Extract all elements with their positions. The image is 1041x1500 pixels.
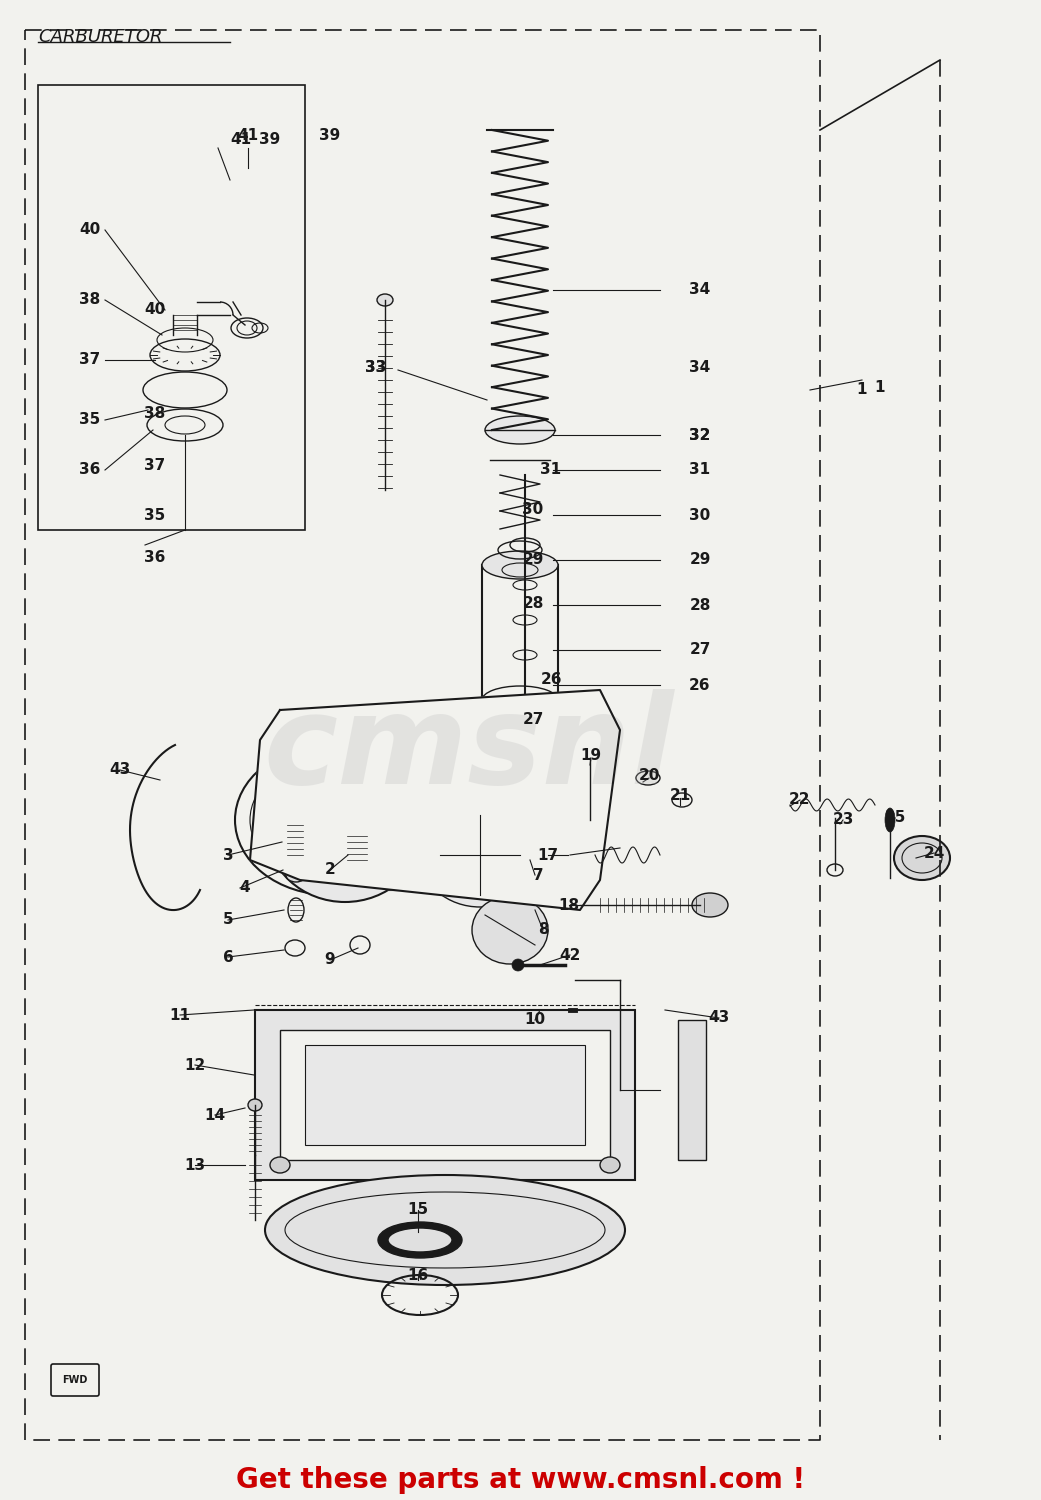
Text: 18: 18 (558, 897, 580, 912)
Ellipse shape (265, 1174, 625, 1286)
Ellipse shape (435, 818, 525, 892)
Text: 34: 34 (689, 282, 711, 297)
Text: 31: 31 (540, 462, 561, 477)
Ellipse shape (270, 1156, 290, 1173)
Text: cmsnl: cmsnl (263, 690, 674, 810)
Ellipse shape (600, 1156, 620, 1173)
Text: 27: 27 (689, 642, 711, 657)
Text: 35: 35 (79, 413, 101, 428)
Text: 26: 26 (689, 678, 711, 693)
Text: 40: 40 (145, 303, 166, 318)
Ellipse shape (378, 1222, 462, 1258)
Ellipse shape (290, 780, 400, 880)
Ellipse shape (377, 294, 393, 306)
Text: 41: 41 (230, 132, 252, 147)
Bar (305, 1046, 585, 1144)
Text: 40: 40 (79, 222, 101, 237)
Text: 6: 6 (223, 950, 233, 964)
Text: 43: 43 (109, 762, 130, 777)
Ellipse shape (482, 550, 558, 579)
Ellipse shape (248, 1100, 262, 1112)
Text: 8: 8 (538, 922, 549, 938)
Text: 29: 29 (523, 552, 543, 567)
Ellipse shape (485, 416, 555, 444)
Text: 19: 19 (581, 747, 602, 762)
Text: 28: 28 (523, 596, 543, 610)
Bar (370, 720, 530, 890)
Text: 24: 24 (923, 846, 944, 861)
Text: 43: 43 (708, 1011, 730, 1026)
Ellipse shape (692, 892, 728, 916)
Text: 42: 42 (559, 948, 581, 963)
Text: 34: 34 (689, 360, 711, 375)
Text: CARBURETOR: CARBURETOR (39, 28, 162, 46)
Text: 41: 41 (237, 128, 258, 142)
Text: 33: 33 (365, 360, 386, 375)
Bar (255, 1010, 635, 1180)
Text: 14: 14 (204, 1107, 226, 1122)
Text: 10: 10 (525, 1013, 545, 1028)
Text: 25: 25 (884, 810, 906, 825)
Text: 32: 32 (689, 427, 711, 442)
Text: 11: 11 (170, 1008, 191, 1023)
Text: 37: 37 (79, 352, 101, 368)
Text: 1: 1 (874, 381, 885, 396)
Text: 39: 39 (259, 132, 281, 147)
Ellipse shape (388, 1228, 452, 1252)
Ellipse shape (472, 896, 548, 964)
Text: 29: 29 (689, 552, 711, 567)
Text: 2: 2 (325, 862, 335, 877)
Bar (39, 86, 305, 530)
Text: 22: 22 (789, 792, 811, 807)
Ellipse shape (885, 808, 895, 832)
Ellipse shape (482, 764, 558, 796)
Text: 36: 36 (79, 462, 101, 477)
Ellipse shape (584, 752, 596, 764)
Text: 12: 12 (184, 1058, 206, 1072)
Text: 39: 39 (320, 128, 340, 142)
Polygon shape (250, 690, 620, 910)
Text: 37: 37 (145, 458, 166, 472)
Text: 7: 7 (533, 867, 543, 882)
Text: 4: 4 (239, 880, 250, 896)
Text: 27: 27 (523, 712, 543, 728)
Text: 17: 17 (537, 847, 559, 862)
Text: 16: 16 (407, 1268, 429, 1282)
Ellipse shape (286, 868, 306, 882)
Ellipse shape (235, 746, 425, 896)
Bar (280, 1030, 610, 1160)
Text: 9: 9 (325, 952, 335, 968)
Text: FWD: FWD (62, 1376, 87, 1384)
Text: 15: 15 (407, 1203, 429, 1218)
Text: 36: 36 (145, 550, 166, 566)
Text: 21: 21 (669, 788, 690, 802)
Text: 26: 26 (540, 672, 562, 687)
Ellipse shape (512, 958, 524, 970)
Text: 3: 3 (223, 847, 233, 862)
Text: 30: 30 (523, 503, 543, 518)
Text: 32: 32 (689, 427, 711, 442)
Bar (678, 1020, 706, 1160)
Text: 5: 5 (223, 912, 233, 927)
Text: 35: 35 (145, 507, 166, 522)
Text: 38: 38 (145, 405, 166, 420)
Text: 28: 28 (689, 597, 711, 612)
Text: 20: 20 (638, 768, 660, 783)
Text: 30: 30 (689, 507, 711, 522)
Bar (482, 566, 558, 700)
Text: 31: 31 (689, 462, 711, 477)
Ellipse shape (420, 802, 540, 907)
Text: 33: 33 (365, 360, 386, 375)
Text: 23: 23 (833, 813, 854, 828)
Text: 38: 38 (79, 292, 101, 308)
Ellipse shape (894, 836, 950, 880)
Text: 1: 1 (857, 382, 867, 398)
Text: Get these parts at www.cmsnl.com !: Get these parts at www.cmsnl.com ! (236, 1466, 805, 1494)
Text: 13: 13 (184, 1158, 205, 1173)
Ellipse shape (266, 758, 423, 902)
